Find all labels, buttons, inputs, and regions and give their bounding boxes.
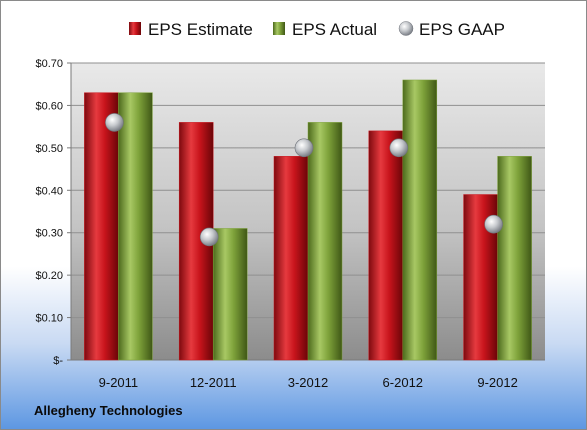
eps-actual-bar xyxy=(497,156,532,361)
legend-gaap-label: EPS GAAP xyxy=(419,20,505,39)
x-tick-label: 6-2012 xyxy=(383,375,423,390)
y-tick-label: $- xyxy=(53,355,63,367)
eps-gaap-marker xyxy=(199,227,219,247)
y-tick-label: $0.60 xyxy=(35,100,63,112)
x-tick-label: 3-2012 xyxy=(288,375,328,390)
eps-estimate-bar xyxy=(273,156,309,361)
y-tick-label: $0.70 xyxy=(35,58,63,70)
eps-gaap-marker xyxy=(294,138,314,158)
x-tick-label: 9-2012 xyxy=(477,375,517,390)
y-tick-label: $0.10 xyxy=(35,313,63,325)
eps-actual-bar xyxy=(118,92,153,361)
y-tick-label: $0.40 xyxy=(35,185,63,197)
y-tick-label: $0.30 xyxy=(35,228,63,240)
eps-actual-bar xyxy=(307,122,343,361)
y-tick-label: $0.20 xyxy=(35,270,63,282)
eps-estimate-bar xyxy=(84,92,119,361)
legend-actual-label: EPS Actual xyxy=(292,20,377,39)
legend-estimate-label: EPS Estimate xyxy=(148,20,253,39)
eps-actual-bar xyxy=(212,228,248,361)
x-tick-label: 12-2011 xyxy=(190,375,237,390)
eps-actual-bar xyxy=(402,79,438,361)
company-name: Allegheny Technologies xyxy=(34,403,183,418)
eps-gaap-marker xyxy=(484,214,503,234)
legend-estimate-swatch xyxy=(129,22,141,35)
legend-gaap-swatch xyxy=(398,21,414,36)
eps-estimate-bar xyxy=(368,130,404,361)
legend: EPS Estimate EPS Actual EPS GAAP xyxy=(129,20,505,39)
legend-actual-swatch xyxy=(273,22,285,35)
x-tick-label: 9-2011 xyxy=(99,375,139,390)
plot-area: $- $0.10 $0.20 $0.30 $0.40 $0.50 $0.60 $0.70 9-2… xyxy=(35,58,545,390)
eps-gaap-marker xyxy=(389,138,409,158)
eps-gaap-marker xyxy=(105,113,124,132)
y-tick-label: $0.50 xyxy=(35,143,63,155)
